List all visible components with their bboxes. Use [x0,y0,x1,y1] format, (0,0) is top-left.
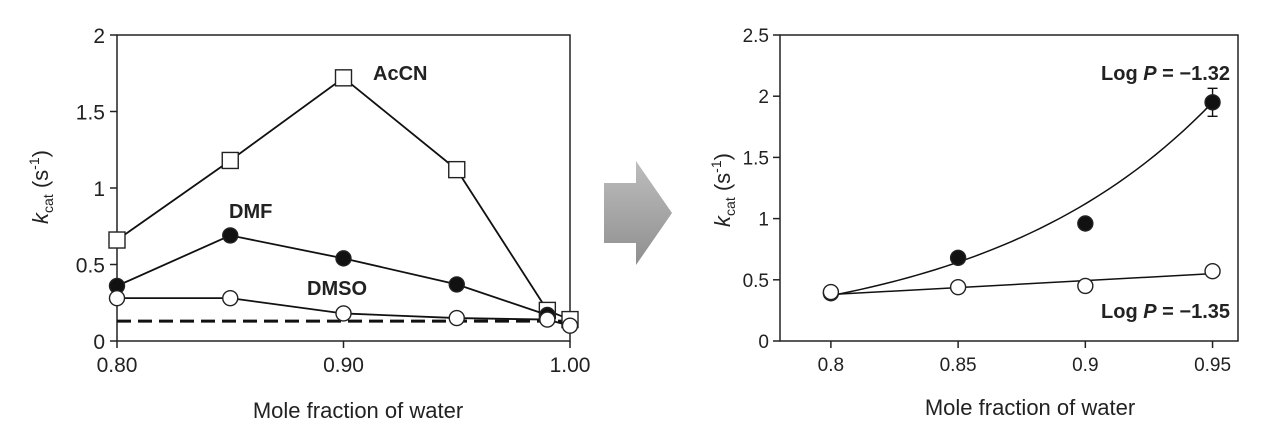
series-dmf [108,227,556,324]
x-axis-label: Mole fraction of water [925,395,1135,420]
y-axis-label: kcat (s-1) [708,153,738,227]
y-tick-label: 1.5 [76,102,105,125]
data-point [335,250,352,267]
plot-frame [779,34,1239,342]
fit-curve [830,101,1214,297]
data-point [108,289,126,307]
annotation-dmf: DMF [229,201,272,223]
data-point [539,311,556,328]
x-tick-label: 0.8 [818,355,844,376]
annotation-logp-bottom: Log P = −1.35 [1101,301,1230,323]
series-layer [822,87,1221,302]
data-point [108,231,126,249]
data-point [448,160,466,179]
series-line [116,234,548,316]
chart-left: 0 0.5 1 1.5 2 0.80 0.90 1.00 AcCN DMF DMSO Mole… [26,25,591,423]
arrow-shape [604,161,672,265]
x-tick-label: 0.9 [1072,355,1098,376]
y-tick-label: 1 [93,178,105,201]
y-tick-label: 1 [758,210,769,231]
x-tick-label: 0.85 [940,355,977,376]
series-dmso [108,289,579,334]
series-filled-circles [822,87,1221,302]
data-point [334,69,353,87]
data-point [448,276,465,293]
y-tick-label: 0 [93,331,105,354]
tick-labels: 0 0.5 1 1.5 2 0.80 0.90 1.00 [76,25,591,377]
data-point [561,317,579,334]
axes [110,34,571,348]
series-open-circles [822,263,1221,301]
x-axis-label: Mole fraction of water [253,398,463,423]
data-point [949,278,967,296]
data-point [222,227,239,244]
fit-curve [830,272,1213,296]
y-tick-label: 0.5 [743,271,769,292]
data-point [222,289,239,307]
y-tick-label: 2.5 [743,26,769,47]
data-point [448,309,465,327]
data-point [1077,215,1094,232]
data-point [1204,263,1221,280]
x-tick-label: 1.00 [550,354,591,377]
y-tick-label: 0 [758,332,769,353]
data-point [335,305,352,322]
annotation-logp-top: Log P = −1.32 [1101,63,1230,85]
y-tick-label: 1.5 [743,148,769,169]
axes [773,34,1239,348]
data-point [221,151,239,170]
x-tick-label: 0.80 [97,354,138,377]
data-point [1204,94,1221,111]
annotation-accn: AcCN [373,63,427,85]
series-layer [108,69,579,334]
y-tick-label: 2 [758,87,769,108]
x-tick-label: 0.95 [1194,355,1231,376]
x-tick-label: 0.90 [323,354,364,377]
y-tick-label: 0.5 [76,255,105,278]
annotation-dmso: DMSO [307,278,367,300]
y-axis-label: kcat (s-1) [26,150,56,224]
tick-labels: 0 0.5 1 1.5 2 2.5 0.8 0.85 0.9 0.95 [743,26,1231,376]
data-point [1077,277,1094,295]
transition-arrow [604,161,672,265]
y-tick-label: 2 [93,25,105,48]
data-point [822,283,840,301]
chart-right: 0 0.5 1 1.5 2 2.5 0.8 0.85 0.9 0.95 Log P = −1.32… [708,26,1239,420]
data-point [949,249,967,266]
